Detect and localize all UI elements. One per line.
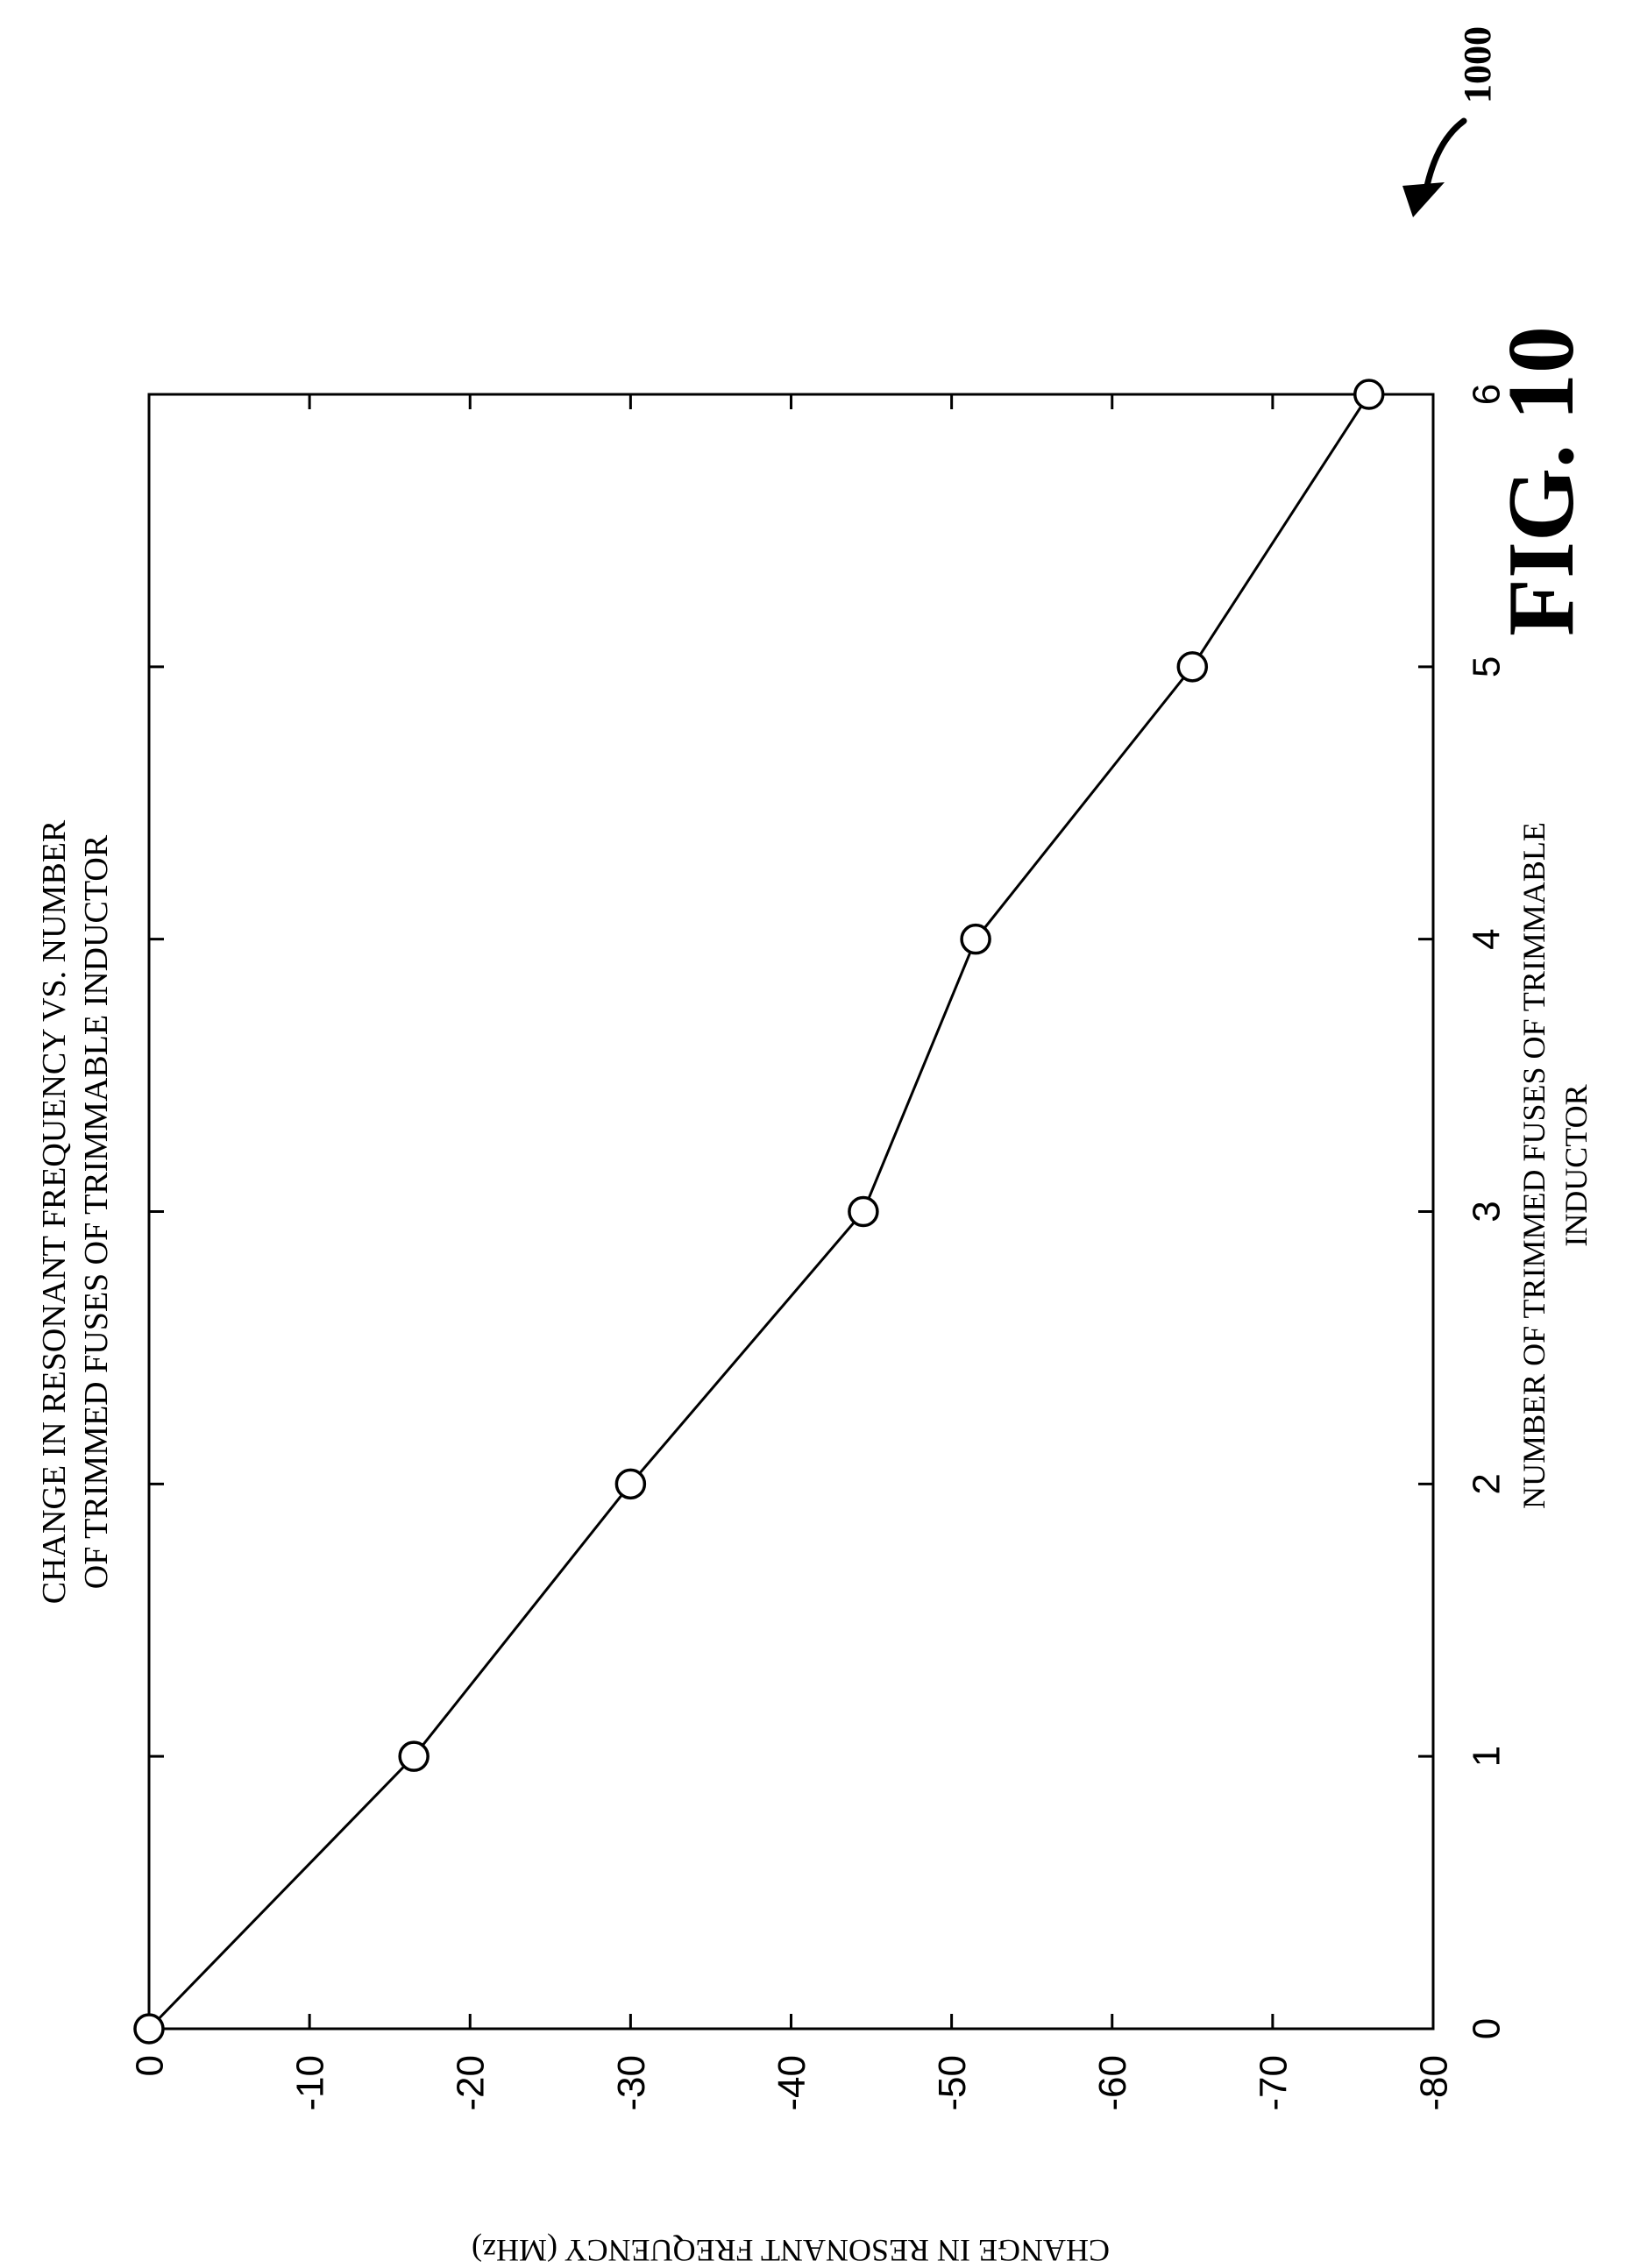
y-tick-label: -30 <box>610 2055 653 2111</box>
data-point-marker <box>1353 379 1385 410</box>
y-tick-label: -60 <box>1091 2055 1134 2111</box>
x-tick-label: 6 <box>1465 384 1508 405</box>
x-axis-label-line-1: NUMBER OF TRIMMED FUSES OF TRIMMABLE <box>1516 822 1551 1509</box>
data-point-marker <box>133 2013 165 2045</box>
series-line <box>147 393 1371 2031</box>
data-point-marker <box>848 1195 879 1228</box>
axis-ticks <box>149 394 1433 2029</box>
figure-label: FIG. 10 <box>1489 326 1594 636</box>
x-tick-label: 0 <box>1465 2018 1508 2039</box>
data-point-marker <box>1176 651 1209 683</box>
chart-title-line-1: CHANGE IN RESONANT FREQUENCY VS. NUMBER <box>36 819 73 1604</box>
data-point-marker <box>614 1468 647 1500</box>
x-tick-label: 1 <box>1465 1746 1508 1767</box>
figure-reference-number: 1000 <box>1456 26 1499 103</box>
data-series <box>133 379 1385 2045</box>
y-axis-label: CHANGE IN RESONANT FREQUENCY (MHz) <box>472 2233 1110 2264</box>
data-point-marker <box>960 923 991 955</box>
plot-frame <box>147 393 1435 2031</box>
y-tick-label: -10 <box>289 2055 332 2111</box>
y-tick-label: -40 <box>770 2055 813 2111</box>
chart-title: CHANGE IN RESONANT FREQUENCY VS. NUMBER … <box>36 819 115 1604</box>
axis-tick-labels: 0 1 2 3 4 5 6 0 -10 -20 -30 -40 -50 -60 -70 -80 <box>128 384 1508 2111</box>
y-tick-label: -70 <box>1252 2055 1295 2111</box>
chart-title-line-2: OF TRIMMED FUSES OF TRIMMABLE INDUCTOR <box>78 834 115 1589</box>
data-point-marker <box>398 1740 430 1772</box>
x-tick-label: 3 <box>1465 1201 1508 1222</box>
x-axis-label: NUMBER OF TRIMMED FUSES OF TRIMMABLE IND… <box>1516 822 1594 1509</box>
x-tick-label: 5 <box>1465 656 1508 677</box>
x-tick-label: 4 <box>1465 928 1508 949</box>
reference-arrow-shaft <box>1424 117 1467 189</box>
x-axis-label-line-2: INDUCTOR <box>1559 1084 1594 1246</box>
x-tick-label: 2 <box>1465 1473 1508 1494</box>
y-tick-label: -20 <box>450 2055 493 2111</box>
y-tick-label: -50 <box>931 2055 974 2111</box>
y-tick-label: 0 <box>128 2055 171 2076</box>
y-tick-label: -80 <box>1412 2055 1455 2111</box>
reference-arrow-head <box>1402 182 1445 217</box>
